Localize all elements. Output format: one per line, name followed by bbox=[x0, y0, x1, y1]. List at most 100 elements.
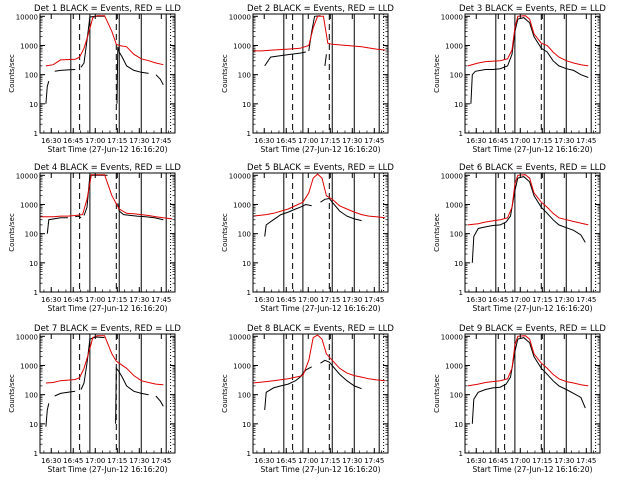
y-tick-label: 10000 bbox=[441, 333, 463, 341]
x-tick-label: 17:15 bbox=[107, 137, 127, 145]
detector-panel: Det 8 BLACK = Events, RED = LLD 1 10 100 100… bbox=[221, 324, 394, 474]
y-axis-label: Counts/sec bbox=[8, 213, 16, 252]
y-tick-label: 10 bbox=[454, 101, 463, 109]
y-tick-label: 1000 bbox=[20, 42, 38, 50]
detector-panel: Det 9 BLACK = Events, RED = LLD 1 10 100 100… bbox=[433, 324, 606, 474]
y-tick-label: 1 bbox=[34, 450, 38, 458]
x-tick-label: 17:15 bbox=[320, 457, 340, 465]
x-tick-label: 17:30 bbox=[342, 296, 362, 304]
y-tick-label: 100 bbox=[238, 231, 251, 239]
y-tick-label: 100 bbox=[450, 231, 463, 239]
x-tick-label: 17:00 bbox=[298, 296, 318, 304]
series-events-line bbox=[308, 15, 321, 51]
x-tick-label: 17:30 bbox=[554, 137, 574, 145]
plot-frame bbox=[39, 13, 176, 134]
y-tick-label: 1 bbox=[247, 289, 251, 297]
series-group bbox=[467, 15, 589, 104]
x-axis-label: Start Time (27-Jun-12 16:16:20) bbox=[48, 145, 168, 154]
x-tick-label: 16:30 bbox=[254, 296, 274, 304]
series-events-line bbox=[80, 15, 105, 68]
panel-title: Det 3 BLACK = Events, RED = LLD bbox=[459, 4, 606, 14]
y-tick-label: 100 bbox=[238, 72, 251, 80]
x-tick-label: 16:45 bbox=[488, 296, 508, 304]
y-tick-label: 1000 bbox=[233, 201, 251, 209]
series-events-line bbox=[115, 366, 149, 424]
series-events-line bbox=[116, 46, 149, 104]
y-tick-label: 1 bbox=[34, 289, 38, 297]
panel-title: Det 1 BLACK = Events, RED = LLD bbox=[34, 4, 181, 14]
x-tick-label: 17:45 bbox=[151, 137, 171, 145]
panel-title: Det 5 BLACK = Events, RED = LLD bbox=[247, 163, 394, 173]
y-tick-label: 10000 bbox=[229, 172, 251, 180]
x-tick-label: 17:45 bbox=[576, 137, 596, 145]
detector-panel: Det 5 BLACK = Events, RED = LLD 1 10 100 100… bbox=[221, 163, 394, 313]
series-events-line bbox=[155, 74, 164, 86]
series-events-line bbox=[54, 69, 76, 72]
y-tick-label: 1000 bbox=[20, 362, 38, 370]
y-axis-label: Counts/sec bbox=[8, 54, 16, 93]
plot-frame bbox=[464, 333, 601, 454]
y-tick-label: 1 bbox=[459, 289, 463, 297]
x-tick-label: 17:00 bbox=[510, 137, 530, 145]
x-tick-label: 17:30 bbox=[554, 296, 574, 304]
x-tick-label: 17:30 bbox=[129, 457, 149, 465]
y-tick-label: 1000 bbox=[233, 42, 251, 50]
x-tick-label: 17:15 bbox=[532, 137, 552, 145]
x-axis-label: Start Time (27-Jun-12 16:16:20) bbox=[473, 465, 593, 474]
x-axis-label: Start Time (27-Jun-12 16:16:20) bbox=[261, 145, 381, 154]
x-tick-label: 17:00 bbox=[85, 457, 105, 465]
x-tick-label: 16:30 bbox=[254, 457, 274, 465]
x-tick-label: 16:45 bbox=[63, 296, 83, 304]
x-tick-label: 16:30 bbox=[466, 296, 486, 304]
series-events-line bbox=[324, 54, 327, 66]
plot-frame bbox=[252, 333, 389, 454]
x-tick-label: 17:30 bbox=[342, 137, 362, 145]
y-axis-label: Counts/sec bbox=[433, 374, 441, 413]
y-axis-label: Counts/sec bbox=[221, 213, 229, 252]
x-tick-label: 16:30 bbox=[254, 137, 274, 145]
y-tick-label: 10000 bbox=[16, 13, 38, 21]
y-tick-label: 1 bbox=[459, 450, 463, 458]
series-group bbox=[40, 174, 173, 234]
x-axis-label: Start Time (27-Jun-12 16:16:20) bbox=[48, 304, 168, 313]
plot-frame bbox=[464, 13, 601, 134]
x-tick-label: 16:45 bbox=[488, 457, 508, 465]
series-events-line bbox=[471, 176, 586, 263]
y-tick-label: 100 bbox=[25, 392, 38, 400]
panel-title: Det 9 BLACK = Events, RED = LLD bbox=[459, 324, 606, 334]
series-group bbox=[253, 15, 386, 67]
series-events-line bbox=[470, 17, 589, 104]
series-lld-line bbox=[467, 335, 589, 387]
y-tick-label: 10000 bbox=[16, 172, 38, 180]
series-lld-line bbox=[253, 334, 386, 384]
series-events-line bbox=[264, 366, 312, 410]
plot-frame bbox=[39, 333, 176, 454]
y-axis-label: Counts/sec bbox=[433, 213, 441, 252]
plot-frame bbox=[464, 172, 601, 293]
series-lld-line bbox=[40, 174, 173, 220]
x-tick-label: 16:30 bbox=[41, 457, 61, 465]
series-events-line bbox=[45, 403, 50, 427]
x-tick-label: 16:45 bbox=[488, 137, 508, 145]
x-tick-label: 17:15 bbox=[320, 296, 340, 304]
x-tick-label: 17:00 bbox=[85, 296, 105, 304]
y-axis-label: Counts/sec bbox=[221, 374, 229, 413]
series-group bbox=[253, 334, 386, 410]
x-tick-label: 16:30 bbox=[466, 137, 486, 145]
y-tick-label: 10000 bbox=[441, 172, 463, 180]
series-events-line bbox=[155, 395, 164, 407]
panel-title: Det 4 BLACK = Events, RED = LLD bbox=[34, 163, 181, 173]
x-tick-label: 17:30 bbox=[342, 457, 362, 465]
x-axis-label: Start Time (27-Jun-12 16:16:20) bbox=[261, 304, 381, 313]
x-tick-label: 16:45 bbox=[276, 137, 296, 145]
y-tick-label: 1 bbox=[459, 130, 463, 138]
x-axis-label: Start Time (27-Jun-12 16:16:20) bbox=[261, 465, 381, 474]
series-events-line bbox=[46, 217, 68, 234]
series-events-line bbox=[471, 337, 586, 424]
series-events-line bbox=[264, 203, 312, 237]
x-tick-label: 17:00 bbox=[298, 137, 318, 145]
x-tick-label: 17:45 bbox=[364, 457, 384, 465]
series-events-line bbox=[75, 215, 82, 219]
x-tick-label: 16:45 bbox=[276, 296, 296, 304]
